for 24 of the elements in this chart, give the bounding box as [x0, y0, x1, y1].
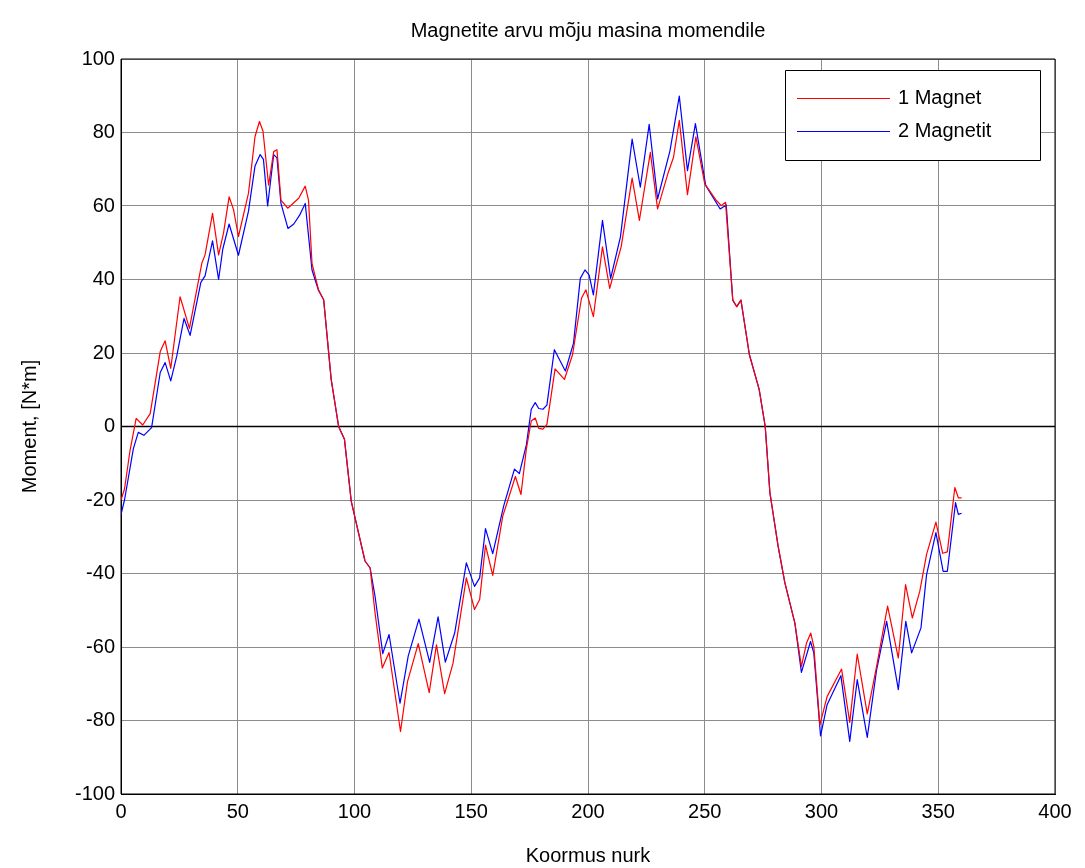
- y-tick-label: -40: [86, 561, 115, 584]
- y-tick-label: -20: [86, 487, 115, 510]
- x-tick-label: 350: [921, 799, 955, 822]
- y-tick-label: -80: [86, 708, 115, 731]
- y-tick-label: 60: [92, 193, 115, 216]
- y-axis-title: Moment, [N*m]: [17, 359, 40, 494]
- y-tick-label: 40: [92, 267, 115, 290]
- y-tick-label: -100: [74, 781, 115, 804]
- x-tick-label: 200: [571, 799, 605, 822]
- x-tick-label: 300: [804, 799, 839, 822]
- y-tick-label: -60: [86, 634, 115, 657]
- x-tick-label: 150: [454, 799, 488, 822]
- x-tick-label: 400: [1038, 799, 1072, 822]
- y-tick-label: 0: [103, 414, 115, 437]
- x-axis-title: Koormus nurk: [525, 843, 652, 866]
- legend-label: 2 Magnetit: [898, 119, 992, 142]
- y-tick-label: 100: [81, 46, 115, 69]
- chart-title: Magnetite arvu mõju masina momendile: [410, 18, 766, 41]
- y-tick-label: 80: [92, 120, 115, 143]
- legend-label: 1 Magnet: [898, 86, 982, 109]
- x-tick-label: 250: [688, 799, 722, 822]
- x-tick-label: 50: [226, 799, 249, 822]
- x-tick-label: 100: [337, 799, 372, 822]
- y-tick-label: 20: [92, 340, 115, 363]
